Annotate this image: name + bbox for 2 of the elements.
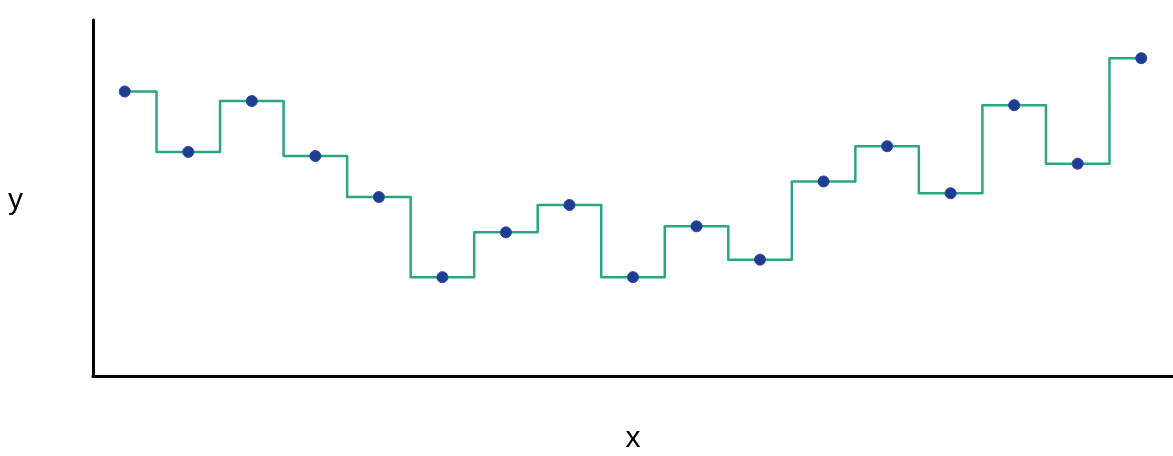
x-axis-title: x: [625, 419, 641, 453]
y-axis-title: y: [8, 181, 23, 215]
